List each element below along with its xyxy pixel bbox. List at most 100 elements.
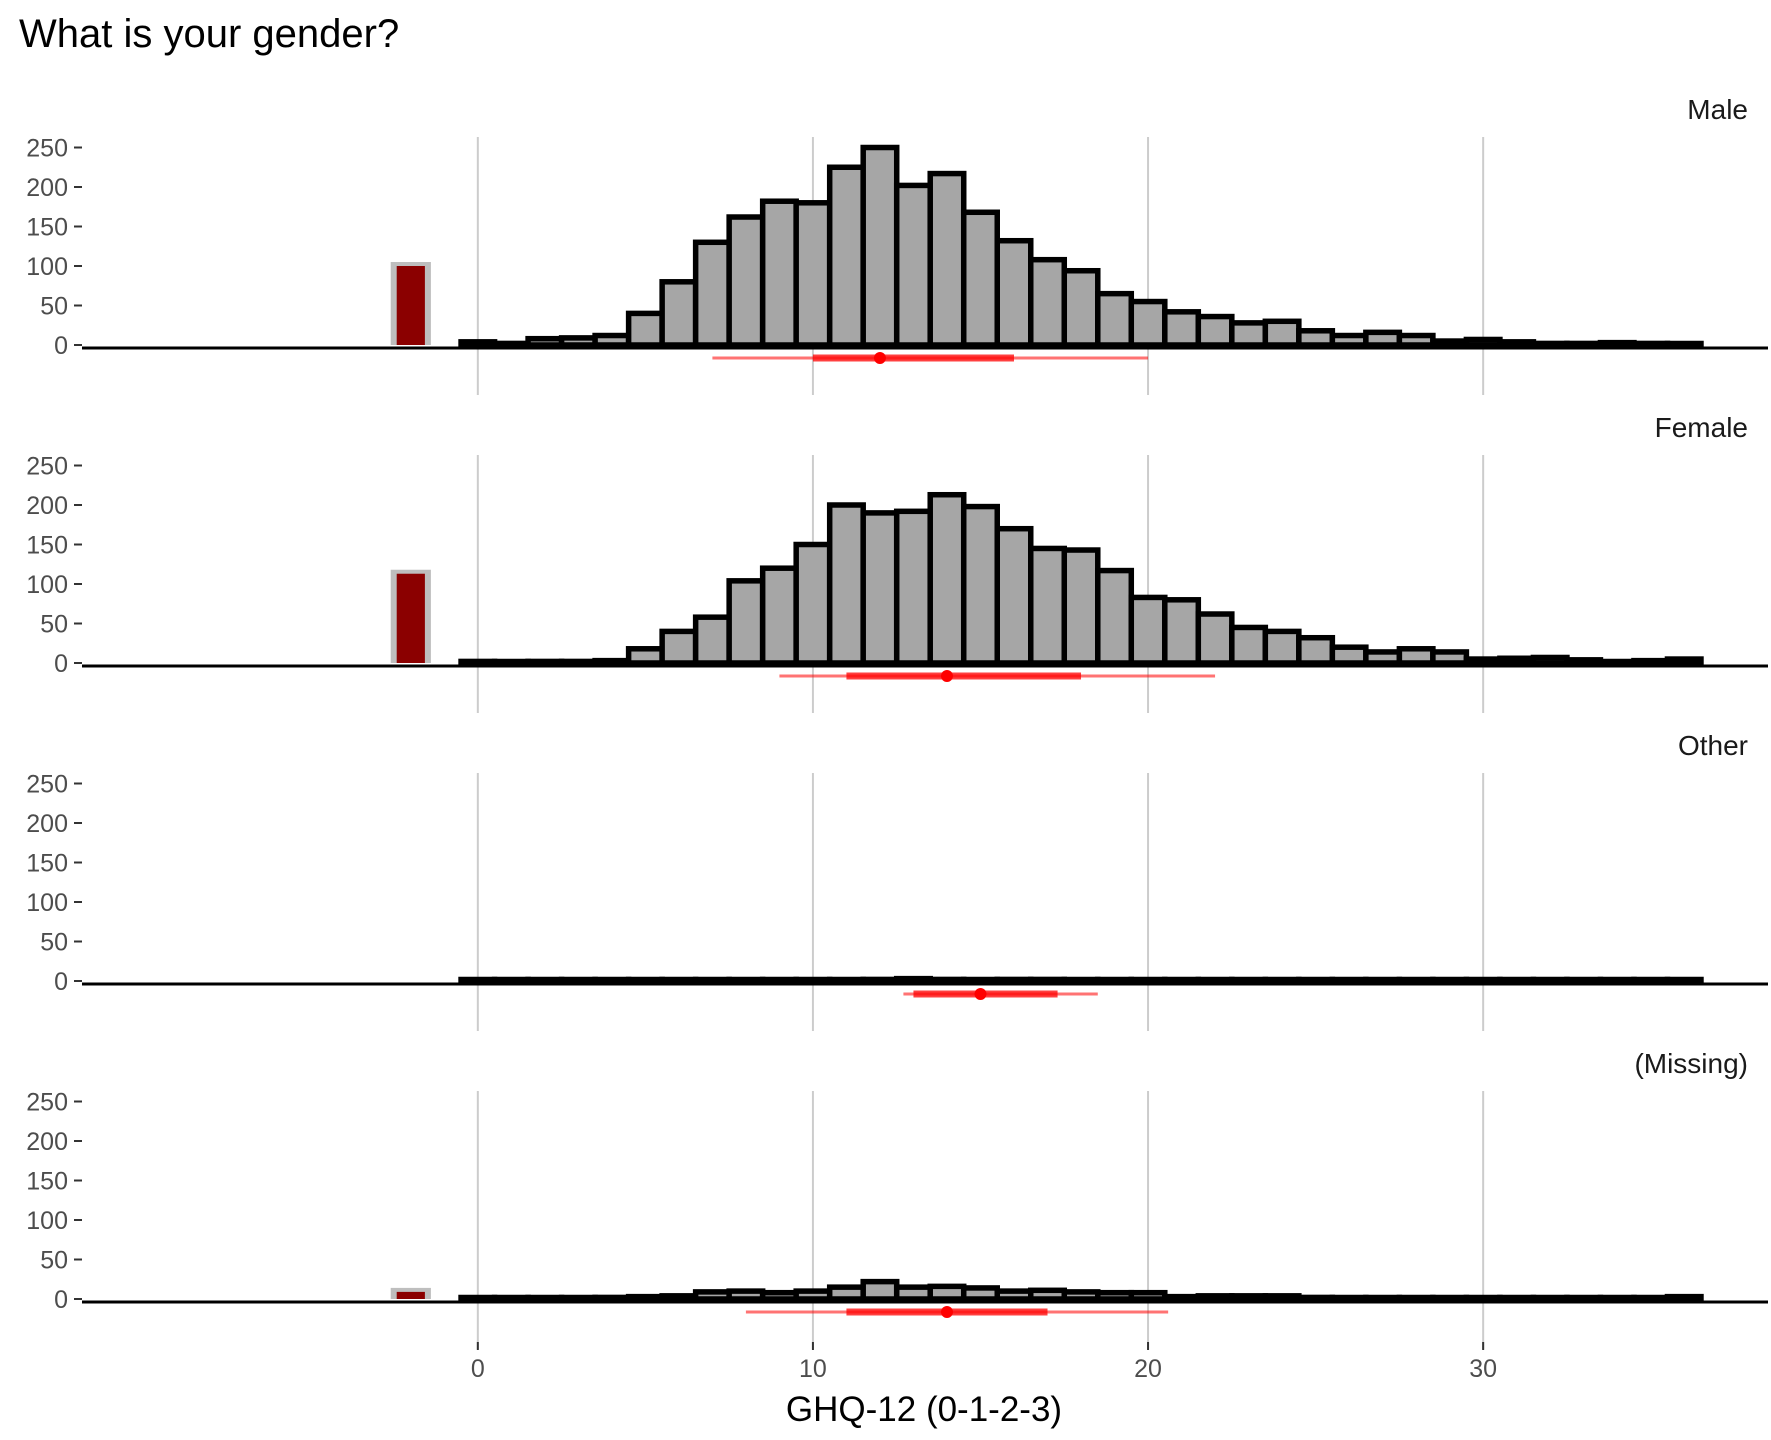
histogram-bar <box>1195 611 1235 666</box>
histogram-bar <box>1329 976 1369 984</box>
y-tick-label: 50 <box>40 1247 68 1275</box>
x-tick-label: 30 <box>1469 1355 1497 1383</box>
y-tick-label: 150 <box>26 532 68 560</box>
histogram-bar <box>1363 649 1403 666</box>
y-tick-label: 100 <box>26 253 68 281</box>
y-tick-label: 100 <box>26 571 68 599</box>
histogram-bar <box>525 976 565 984</box>
histogram-bar <box>759 198 799 348</box>
histogram-bar <box>592 657 632 666</box>
histogram-bar <box>759 565 799 666</box>
histogram-bar <box>491 658 531 666</box>
y-tick-label: 50 <box>40 293 68 321</box>
histogram-bar <box>1497 976 1537 984</box>
missing-bar <box>396 1291 425 1299</box>
histogram-bar <box>1095 976 1135 984</box>
summary-median <box>873 352 886 364</box>
histogram-bar <box>1430 1294 1470 1302</box>
histogram-bar <box>1463 656 1503 666</box>
histogram-bar <box>659 628 699 666</box>
histogram-bar <box>1229 976 1269 984</box>
histogram-bar <box>1463 336 1503 348</box>
histogram-bar <box>1430 338 1470 348</box>
histogram-bar <box>826 164 866 348</box>
panel-label: Female <box>1655 412 1748 443</box>
histogram-bar <box>793 541 833 666</box>
y-tick-label: 0 <box>54 1286 68 1314</box>
chart-title: What is your gender? <box>19 12 400 56</box>
histogram-bar <box>1061 267 1101 348</box>
histogram-bar <box>1195 976 1235 984</box>
histogram-bar <box>994 237 1034 348</box>
histogram-bar <box>1095 1289 1135 1302</box>
panel-label: (Missing) <box>1634 1048 1748 1079</box>
histogram-bar <box>525 658 565 666</box>
y-tick-label: 250 <box>26 1089 68 1117</box>
histogram-bar <box>960 1285 1000 1302</box>
histogram-bar <box>1061 1289 1101 1302</box>
histogram-bar <box>994 525 1034 666</box>
histogram-bar <box>1095 290 1135 348</box>
y-tick-label: 150 <box>26 1168 68 1196</box>
summary-median <box>940 670 953 682</box>
histogram-bar <box>726 1288 766 1302</box>
histogram-bar <box>1530 340 1570 348</box>
histogram-bar <box>860 144 900 348</box>
histogram-bar <box>1631 1294 1671 1302</box>
histogram-bar <box>558 976 598 984</box>
histogram-bar <box>927 976 967 984</box>
histogram-bar <box>1128 1289 1168 1302</box>
x-tick-label: 0 <box>471 1355 485 1383</box>
histogram-bar <box>960 209 1000 348</box>
y-tick-label: 200 <box>26 174 68 202</box>
x-tick-label: 10 <box>799 1355 827 1383</box>
histogram-bar <box>1631 657 1671 666</box>
histogram-bar <box>1664 1293 1704 1302</box>
histogram-bar <box>1430 976 1470 984</box>
histogram-bar <box>1564 976 1604 984</box>
histogram-bar <box>1597 658 1637 666</box>
histogram-bar <box>659 976 699 984</box>
histogram-bar <box>927 491 967 666</box>
histogram-bar <box>1329 644 1369 666</box>
histogram-bar <box>1028 976 1068 984</box>
histogram-bar <box>793 1288 833 1302</box>
histogram-bar <box>1329 332 1369 348</box>
histogram-bar <box>1262 1293 1302 1302</box>
histogram-bar <box>1296 634 1336 666</box>
histogram-bar <box>1363 976 1403 984</box>
y-tick-label: 100 <box>26 1207 68 1235</box>
histogram-bar <box>1530 654 1570 666</box>
histogram-bar <box>1396 976 1436 984</box>
y-tick-label: 200 <box>26 810 68 838</box>
histogram-bar <box>1329 1294 1369 1302</box>
histogram-bar <box>1497 1294 1537 1302</box>
histogram-bar <box>1095 567 1135 666</box>
histogram-bar <box>826 502 866 666</box>
histogram-bar <box>1530 1294 1570 1302</box>
histogram-bar <box>1463 976 1503 984</box>
y-tick-label: 250 <box>26 771 68 799</box>
histogram-bar <box>558 335 598 348</box>
histogram-bar <box>558 658 598 666</box>
histogram-bar <box>1396 1294 1436 1302</box>
histogram-bar <box>525 1294 565 1302</box>
histogram-bar <box>927 1283 967 1302</box>
y-tick-label: 250 <box>26 453 68 481</box>
histogram-bar <box>692 1289 732 1302</box>
histogram-bar <box>893 1284 933 1302</box>
histogram-bar <box>1597 339 1637 348</box>
histogram-bar <box>893 975 933 984</box>
histogram-bar <box>491 340 531 348</box>
histogram-bar <box>1631 340 1671 348</box>
histogram-bar <box>960 503 1000 666</box>
histogram-bar <box>927 170 967 348</box>
missing-bar <box>396 266 425 345</box>
panel-label: Male <box>1687 94 1748 125</box>
histogram-bar <box>793 976 833 984</box>
histogram-bar <box>625 976 665 984</box>
histogram-bar <box>1229 624 1269 666</box>
histogram-bar <box>1664 340 1704 348</box>
histogram-bar <box>1061 976 1101 984</box>
